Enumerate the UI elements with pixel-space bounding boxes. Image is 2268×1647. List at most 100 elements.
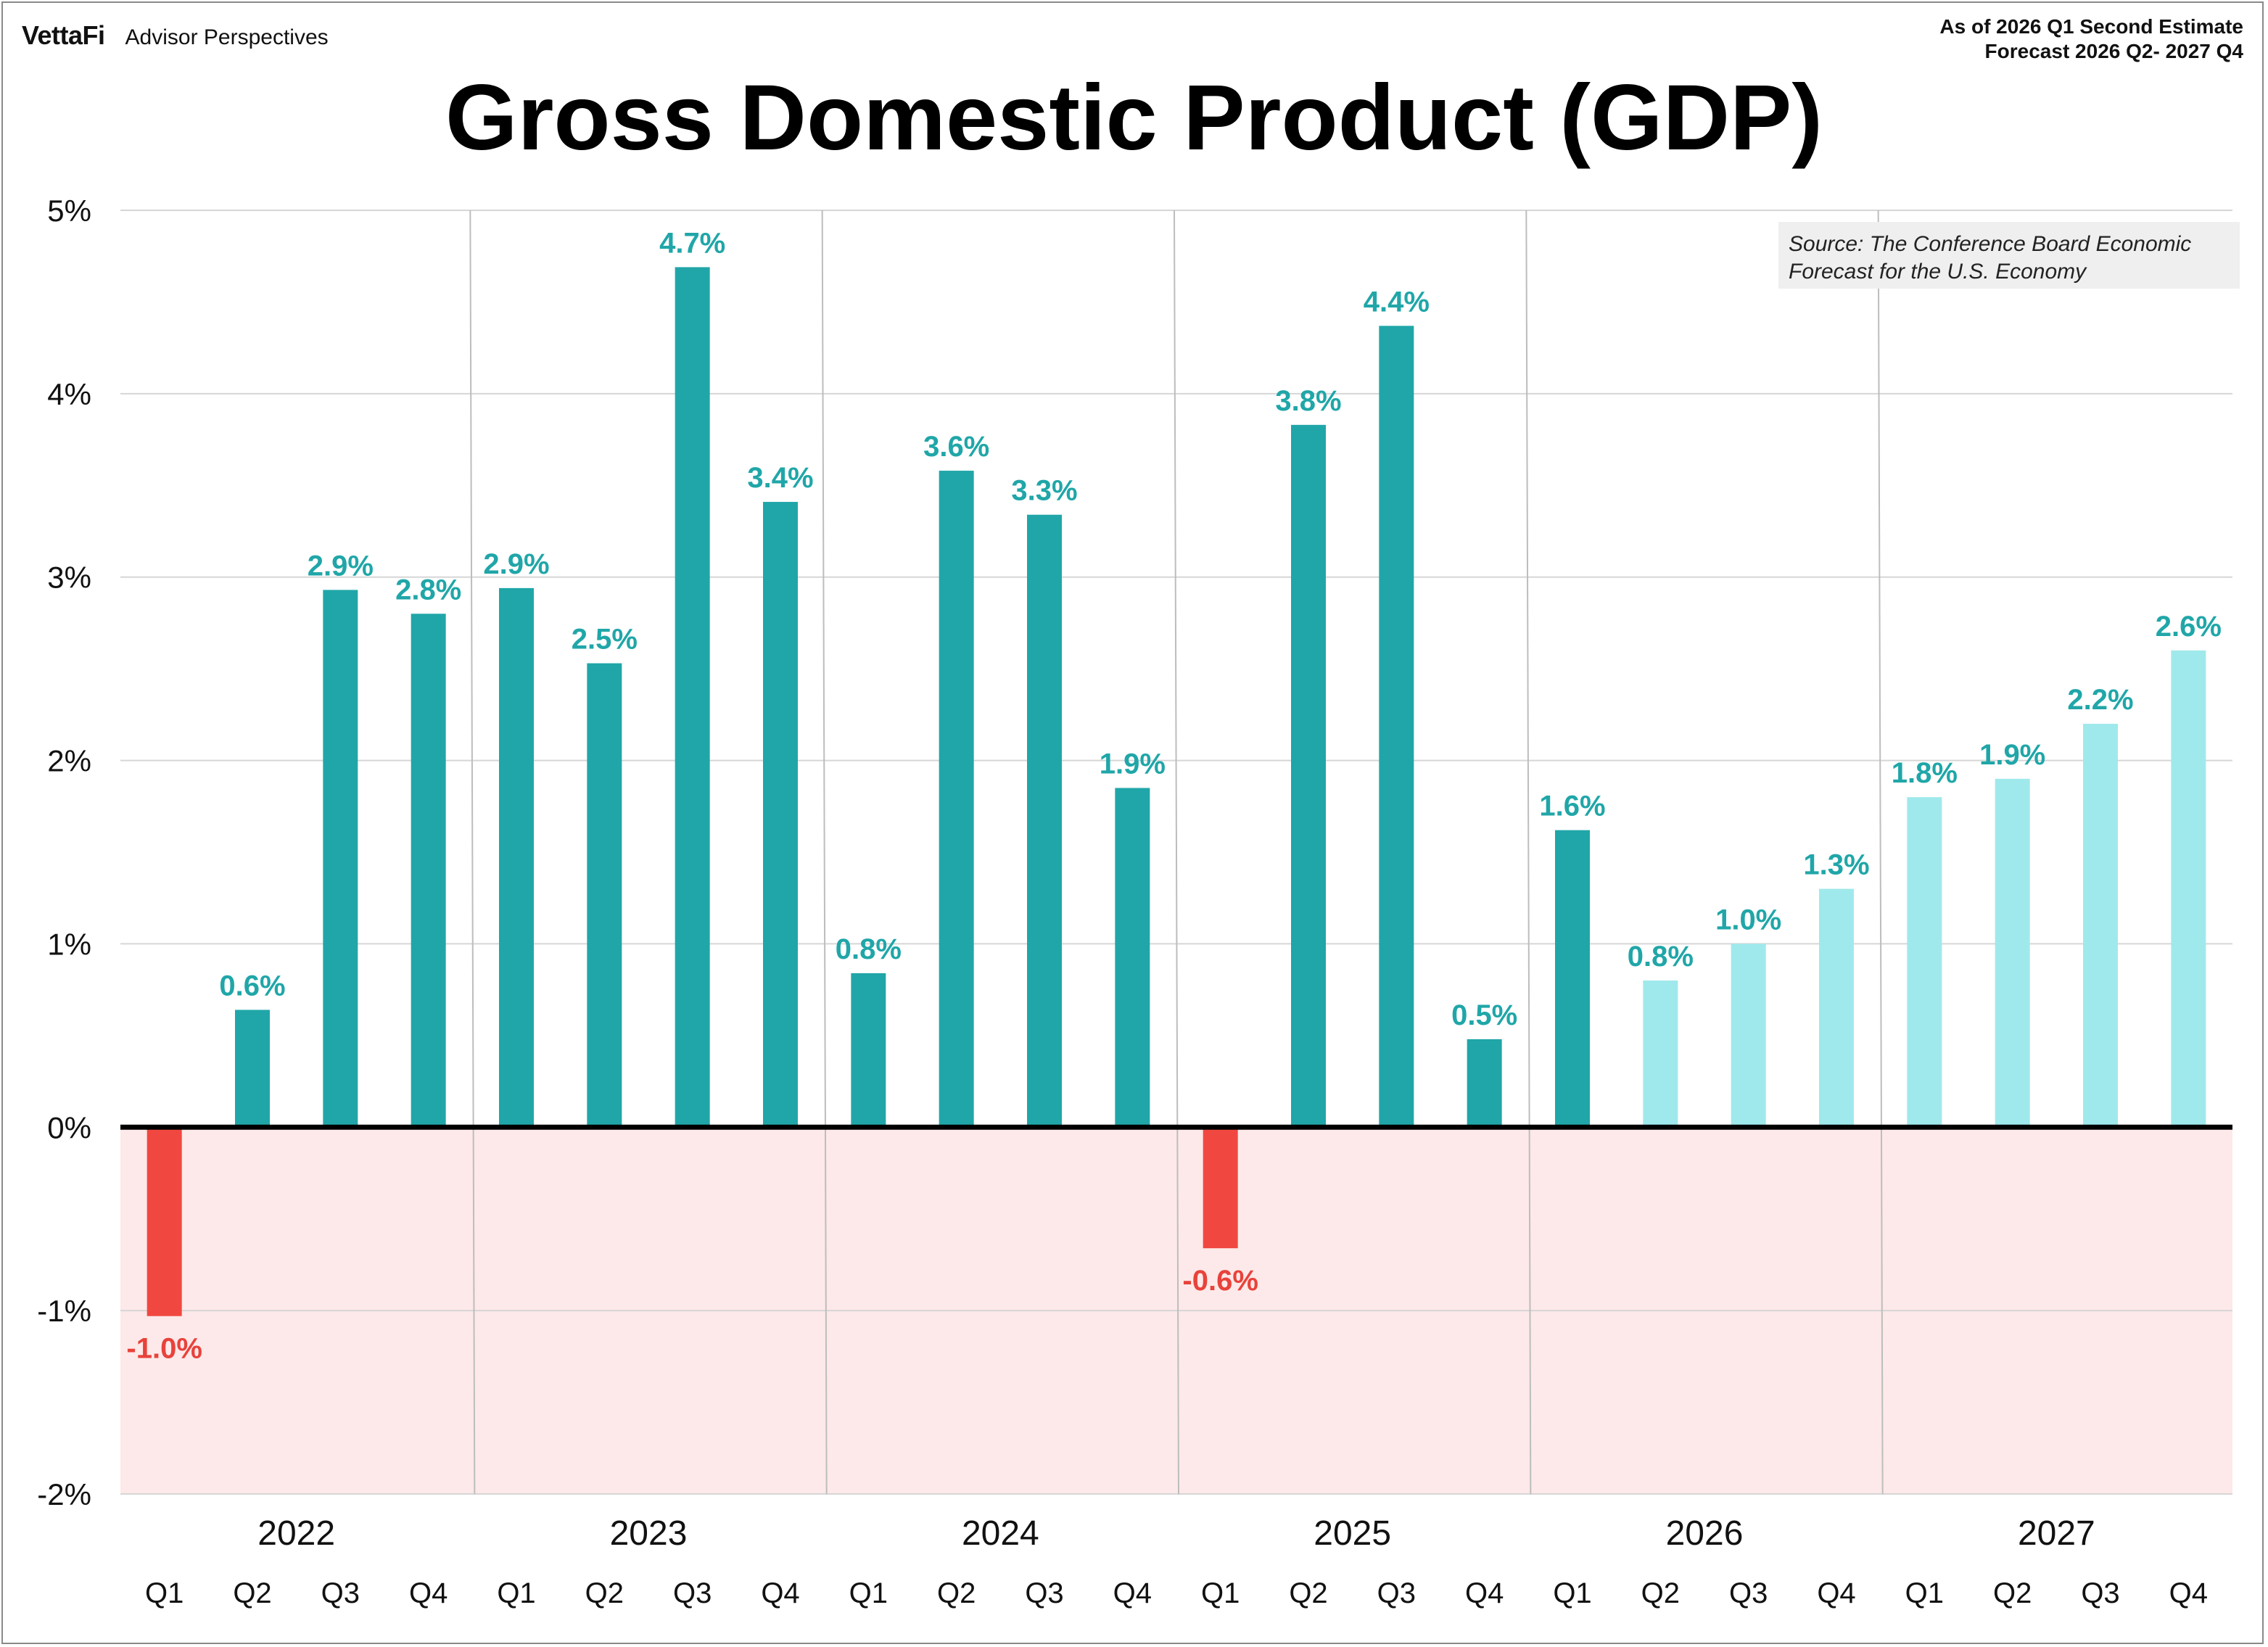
y-tick-label: -2% (37, 1477, 91, 1511)
data-label: -1.0% (126, 1333, 202, 1365)
year-label: 2025 (1314, 1514, 1391, 1553)
data-label: 1.9% (1979, 739, 2045, 771)
data-label: 1.0% (1715, 904, 1781, 936)
source-line-1: Source: The Conference Board Economic (1789, 232, 2191, 256)
data-label: 3.6% (923, 431, 989, 463)
actual-bar (1467, 1039, 1502, 1128)
actual-bar (323, 590, 358, 1128)
y-tick-label: 2% (47, 744, 91, 778)
data-label: 0.6% (219, 970, 285, 1002)
source-background (1778, 222, 2240, 289)
quarter-label: Q2 (233, 1577, 271, 1609)
quarter-label: Q1 (1201, 1577, 1240, 1609)
year-separator (1877, 210, 1884, 1495)
forecast-bar (1819, 888, 1854, 1128)
actual-bar (939, 471, 974, 1128)
forecast-bar (1995, 778, 2030, 1128)
quarter-label: Q1 (1553, 1577, 1591, 1609)
as-of-line-1: As of 2026 Q1 Second Estimate (1939, 15, 2243, 38)
forecast-bar (1731, 944, 1766, 1128)
data-label: 0.8% (1628, 941, 1694, 973)
data-label: 2.9% (483, 548, 549, 580)
year-separators (469, 210, 1884, 1495)
bars (147, 267, 2206, 1316)
actual-bar (1027, 514, 1062, 1128)
data-label: 4.7% (659, 227, 725, 259)
data-label: 2.5% (572, 624, 638, 656)
quarter-label: Q4 (2169, 1577, 2208, 1609)
actual-bar (1291, 424, 1326, 1128)
year-label: 2023 (610, 1514, 688, 1553)
as-of-note: As of 2026 Q1 Second Estimate Forecast 2… (1939, 15, 2243, 64)
negative-bar (147, 1127, 182, 1316)
quarter-label: Q1 (849, 1577, 888, 1609)
actual-bar (851, 973, 886, 1128)
quarter-label: Q2 (1993, 1577, 2032, 1609)
actual-bar (1115, 788, 1150, 1128)
quarter-label: Q3 (673, 1577, 712, 1609)
data-label: 0.8% (836, 933, 902, 965)
actual-bar (499, 587, 534, 1128)
source-line-2: Forecast for the U.S. Economy (1789, 260, 2087, 284)
actual-bar (763, 502, 798, 1128)
negative-bar (1203, 1127, 1238, 1249)
quarter-label: Q3 (1729, 1577, 1768, 1609)
quarter-label: Q4 (761, 1577, 799, 1609)
quarter-label: Q1 (1905, 1577, 1944, 1609)
chart-title: Gross Domestic Product (GDP) (445, 66, 1823, 170)
quarter-label: Q4 (409, 1577, 448, 1609)
year-separator (469, 210, 476, 1495)
brand: VettaFi Advisor Perspectives (22, 20, 329, 51)
quarter-label: Q2 (1289, 1577, 1327, 1609)
data-label: -0.6% (1182, 1265, 1258, 1297)
quarter-label: Q3 (1025, 1577, 1063, 1609)
quarter-label: Q4 (1817, 1577, 1855, 1609)
actual-bar (587, 663, 622, 1128)
y-tick-label: 3% (47, 561, 91, 595)
quarter-label: Q2 (1641, 1577, 1680, 1609)
year-label: 2026 (1666, 1514, 1744, 1553)
x-axis-labels: 2022 2023 2024 2025 2026 2027 Q1 Q2 Q3 Q4 Q1 Q2 Q3 Q4… (145, 1514, 2208, 1609)
vettafi-logo: VettaFi (22, 20, 105, 50)
forecast-bar (2083, 724, 2118, 1128)
forecast-bar (2171, 650, 2206, 1128)
quarter-label: Q2 (585, 1577, 624, 1609)
actual-bar (235, 1010, 270, 1128)
data-label: 0.5% (1451, 999, 1517, 1031)
y-tick-label: 4% (47, 377, 91, 411)
quarter-label: Q1 (145, 1577, 183, 1609)
data-label: 2.2% (2067, 684, 2133, 716)
year-label: 2024 (962, 1514, 1039, 1553)
data-label: 1.8% (1892, 757, 1958, 789)
as-of-line-2: Forecast 2026 Q2- 2027 Q4 (1984, 40, 2243, 62)
data-label: 3.4% (747, 462, 813, 494)
year-separator (821, 210, 828, 1495)
data-label: 3.3% (1011, 475, 1077, 507)
data-label: 2.9% (308, 550, 374, 582)
data-label: 4.4% (1364, 286, 1430, 318)
data-label: 1.6% (1539, 791, 1605, 822)
year-separator (1525, 210, 1532, 1495)
data-label: 1.9% (1100, 748, 1166, 780)
source-box: Source: The Conference Board Economic Fo… (1778, 222, 2240, 289)
y-tick-label: 1% (47, 927, 91, 961)
brand-name: Advisor Perspectives (125, 25, 329, 49)
actual-bar (411, 614, 446, 1128)
actual-bar (1555, 830, 1590, 1128)
data-label: 3.8% (1275, 385, 1341, 417)
quarter-label: Q3 (2081, 1577, 2119, 1609)
actual-bar (1379, 326, 1414, 1128)
forecast-bar (1907, 797, 1942, 1128)
data-label: 2.8% (395, 574, 461, 606)
data-label: 2.6% (2156, 611, 2222, 643)
quarter-label: Q4 (1465, 1577, 1504, 1609)
year-label: 2022 (257, 1514, 335, 1553)
quarter-label: Q4 (1113, 1577, 1152, 1609)
quarter-label: Q2 (937, 1577, 976, 1609)
year-label: 2027 (2018, 1514, 2095, 1553)
quarter-label: Q3 (1377, 1577, 1416, 1609)
y-tick-label: 5% (47, 194, 91, 228)
data-labels: -1.0% 0.6% 2.9% 2.8% 2.9% 2.5% 4.7% 3.4% 0.8% 3.6… (126, 227, 2222, 1364)
